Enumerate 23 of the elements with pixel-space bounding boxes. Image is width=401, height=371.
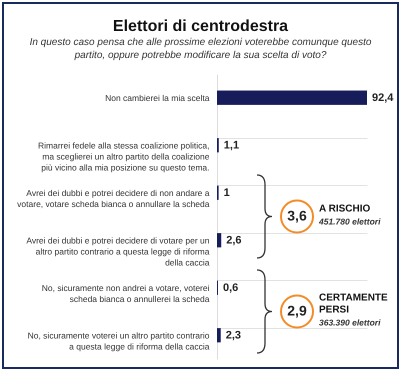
data-label: 1,1 bbox=[224, 139, 240, 152]
y-tick-label: Non cambierei la mia scelta bbox=[105, 92, 210, 103]
data-label: 2,6 bbox=[226, 234, 242, 246]
chart-subtitle: In questo caso pensa che alle prossime elezioni voterebbe comunque questo partito, oppure potrebbe modificare la sua scelta di voto? bbox=[30, 37, 372, 61]
data-label: 0,6 bbox=[222, 282, 238, 294]
annotation: 451.780 elettori bbox=[318, 216, 382, 226]
bar bbox=[217, 328, 221, 342]
annotation: 363.390 elettori bbox=[319, 318, 382, 328]
chart-title: Elettori di centrodestra bbox=[112, 18, 288, 35]
annotation: 3,6 bbox=[287, 208, 307, 224]
y-tick-label: Avrei dei dubbi e potrei decidere di votare per un altro partito contrario a questa legge di riforma della caccia bbox=[26, 235, 210, 268]
data-label: 1 bbox=[224, 186, 230, 199]
annotation: A RISCHIO bbox=[319, 204, 371, 214]
bar bbox=[217, 90, 367, 105]
y-tick-label: No, sicuramente voterei un altro partito contrario a questa legge di riforma della caccia bbox=[28, 330, 210, 352]
y-tick-label: Avrei dei dubbi e potrei decidere di non andare a votare, votare scheda bianca o annullare la scheda bbox=[17, 188, 210, 209]
annotation: CERTAMENTE PERSI bbox=[319, 292, 388, 316]
bar bbox=[217, 233, 222, 248]
data-label: 2,3 bbox=[226, 329, 242, 342]
y-tick-label: Rimarrei fedele alla stessa coalizione politica, ma sceglierei un altro partito della coalizione più vicino alla mia posizione su questo tema. bbox=[38, 140, 210, 172]
y-tick-label: No, sicuramente non andrei a votare, voterei scheda bianca o annullerei la scheda bbox=[42, 282, 210, 304]
annotation: 2,9 bbox=[287, 302, 307, 318]
data-label: 92,4 bbox=[372, 92, 394, 104]
